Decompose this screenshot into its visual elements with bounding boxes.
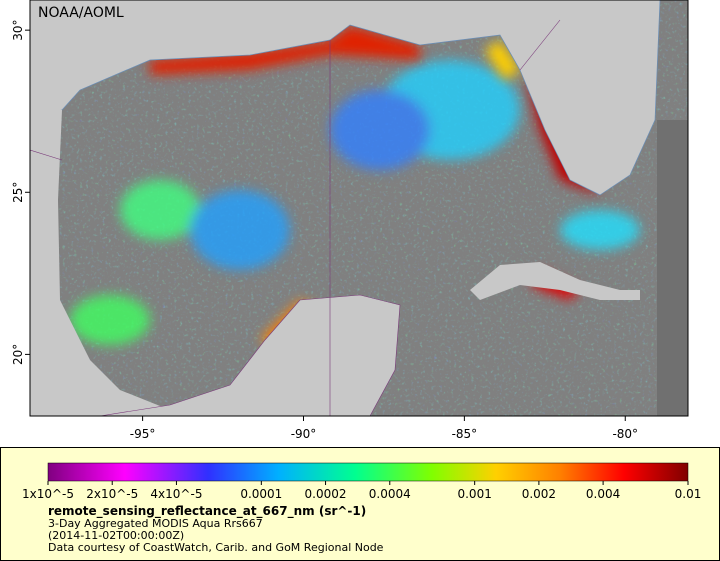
colorbar-tick-label: 0.0001 xyxy=(240,487,282,501)
colorbar xyxy=(47,462,689,482)
colorbar-tick-label: 0.0002 xyxy=(305,487,347,501)
land-mexico xyxy=(30,100,170,416)
caption-line: 3-Day Aggregated MODIS Aqua Rrs667 xyxy=(48,517,263,530)
x-tick-label: -85° xyxy=(452,427,478,441)
y-tick-label: 25° xyxy=(11,182,25,203)
map-title: NOAA/AOML xyxy=(38,5,124,21)
x-tick-label: -90° xyxy=(291,427,317,441)
no-data xyxy=(657,120,688,416)
colorbar-tick-label: 2x10^-5 xyxy=(86,487,138,501)
borders xyxy=(30,19,561,416)
x-tick-label: -95° xyxy=(130,427,156,441)
colorbar-ticks: 1x10^-5 2x10^-5 4x10^-5 0.0001 0.0002 0.0004 0… xyxy=(22,481,701,501)
colorbar-tick-label: 1x10^-5 xyxy=(22,487,74,501)
land-cuba xyxy=(470,262,640,300)
y-tick-label: 20° xyxy=(11,344,25,365)
colorbar-tick-label: 4x10^-5 xyxy=(150,487,202,501)
land-us xyxy=(30,0,661,196)
map xyxy=(30,0,688,416)
variable-name: remote_sensing_reflectance_at_667_nm (sr… xyxy=(48,504,366,519)
caption-line: (2014-11-02T00:00:00Z) xyxy=(48,529,184,542)
map-frame xyxy=(29,0,689,417)
axes: -95° -90° -85° -80° 30° 25° 20° xyxy=(11,20,638,441)
y-tick-label: 30° xyxy=(11,20,25,41)
x-tick-label: -80° xyxy=(612,427,638,441)
colorbar-tick-label: 0.01 xyxy=(675,487,702,501)
caption-line: Data courtesy of CoastWatch, Carib. and … xyxy=(48,541,384,554)
colorbar-tick-label: 0.002 xyxy=(522,487,556,501)
color-patches xyxy=(70,60,640,345)
colorbar-tick-label: 0.001 xyxy=(457,487,491,501)
colorbar-tick-label: 0.004 xyxy=(586,487,620,501)
colorbar-tick-label: 0.0004 xyxy=(369,487,411,501)
